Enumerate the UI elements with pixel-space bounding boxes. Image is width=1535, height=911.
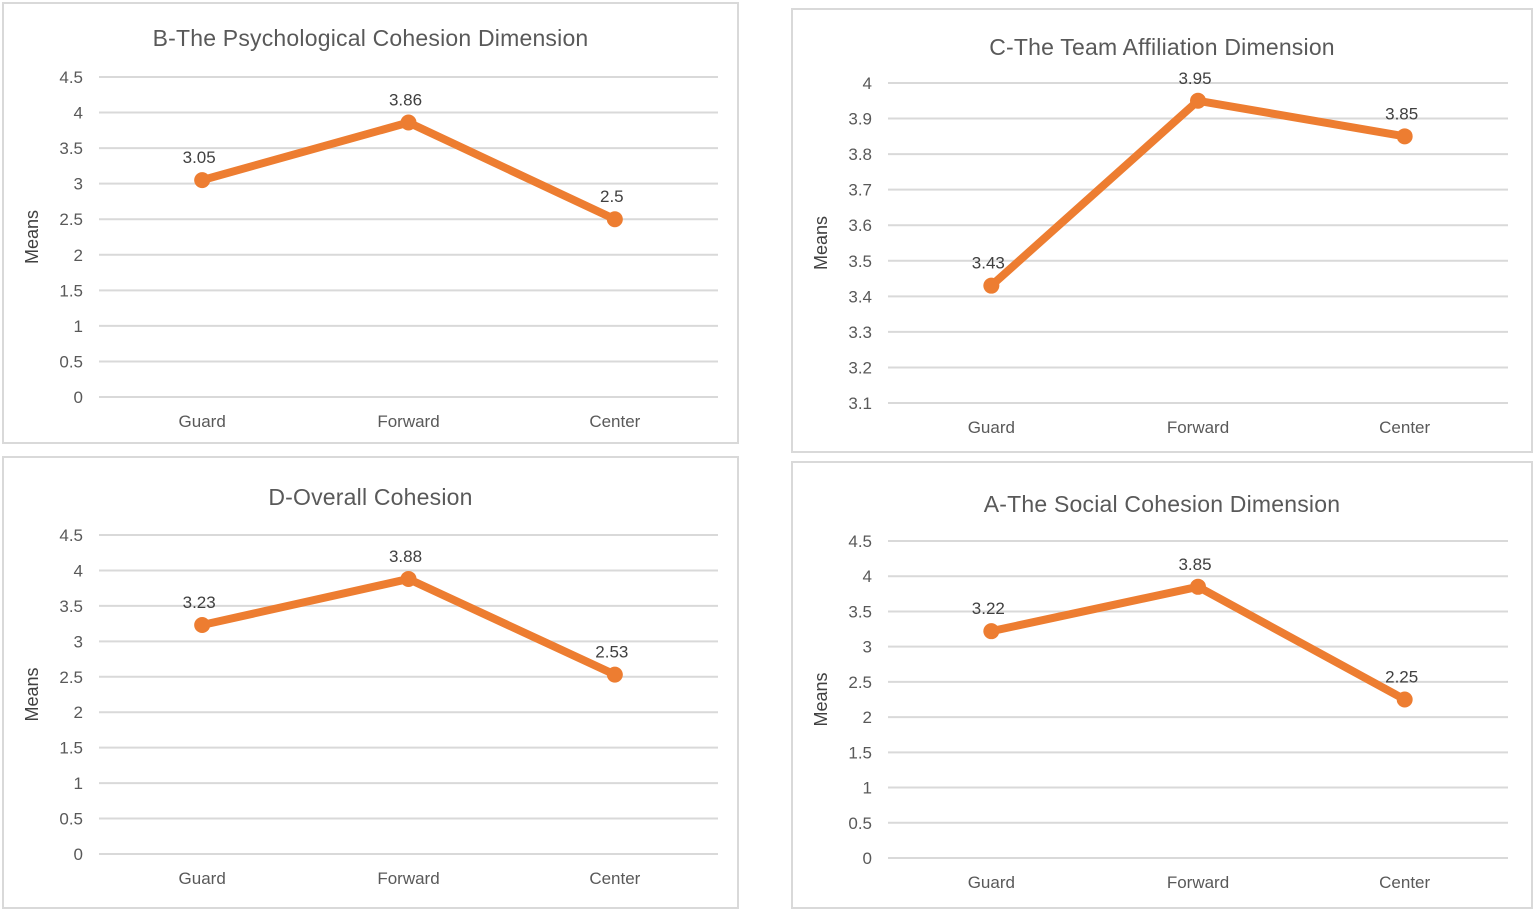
svg-text:Center: Center (589, 869, 640, 888)
svg-text:1.5: 1.5 (59, 281, 83, 300)
svg-text:3.85: 3.85 (1178, 555, 1211, 574)
svg-text:3.2: 3.2 (848, 358, 872, 377)
chart-panel-team-affiliation: C-The Team Affiliation Dimension 3.1 3.2 3… (791, 8, 1533, 453)
svg-text:Center: Center (589, 412, 640, 431)
svg-text:3.6: 3.6 (848, 216, 872, 235)
svg-text:1.5: 1.5 (848, 743, 872, 762)
svg-text:3.9: 3.9 (848, 110, 872, 129)
chart-title-overall-cohesion: D-Overall Cohesion (268, 484, 473, 510)
line-chart-psychological-cohesion: 0 0.5 1 1.5 2 2.5 3 3.5 4 4.5 Means Guard Forward Cen… (22, 68, 718, 431)
svg-text:1.5: 1.5 (59, 739, 83, 758)
svg-text:4: 4 (74, 561, 83, 580)
svg-text:3.3: 3.3 (848, 323, 872, 342)
svg-text:Means: Means (811, 216, 831, 270)
svg-text:4: 4 (74, 104, 83, 123)
chart-title-team-affiliation: C-The Team Affiliation Dimension (989, 34, 1335, 60)
svg-text:1: 1 (863, 779, 872, 798)
svg-text:Guard: Guard (179, 412, 226, 431)
svg-text:4.5: 4.5 (848, 532, 872, 551)
svg-text:3.22: 3.22 (972, 599, 1005, 618)
svg-text:Means: Means (22, 210, 42, 264)
chart-panel-social-cohesion: A-The Social Cohesion Dimension 0 0.5 1 1.5… (791, 461, 1533, 909)
chart-title-psychological-cohesion: B-The Psychological Cohesion Dimension (152, 25, 589, 51)
svg-text:Guard: Guard (968, 873, 1015, 892)
svg-text:0: 0 (74, 388, 83, 407)
svg-text:3.05: 3.05 (183, 148, 216, 167)
svg-text:0.5: 0.5 (59, 352, 83, 371)
chart-title-social-cohesion: A-The Social Cohesion Dimension (983, 491, 1341, 517)
svg-text:3.85: 3.85 (1385, 104, 1418, 123)
svg-text:1: 1 (74, 317, 83, 336)
svg-text:Center: Center (1379, 873, 1430, 892)
svg-text:4: 4 (863, 567, 872, 586)
svg-text:3.8: 3.8 (848, 145, 872, 164)
svg-text:2: 2 (863, 708, 872, 727)
svg-text:Means: Means (22, 667, 42, 721)
svg-text:3.7: 3.7 (848, 181, 872, 200)
svg-text:0.5: 0.5 (848, 814, 872, 833)
svg-text:3.23: 3.23 (183, 593, 216, 612)
svg-text:3.86: 3.86 (389, 91, 422, 110)
svg-text:4.5: 4.5 (59, 68, 83, 87)
svg-text:3.4: 3.4 (848, 287, 872, 306)
svg-text:2.5: 2.5 (59, 668, 83, 687)
svg-text:Guard: Guard (968, 418, 1015, 437)
svg-text:3: 3 (863, 638, 872, 657)
svg-text:2.5: 2.5 (848, 673, 872, 692)
svg-text:3.95: 3.95 (1178, 69, 1211, 88)
svg-text:Forward: Forward (377, 412, 439, 431)
svg-text:Guard: Guard (179, 869, 226, 888)
svg-text:2.25: 2.25 (1385, 668, 1418, 687)
svg-text:0: 0 (74, 845, 83, 864)
svg-text:3.5: 3.5 (848, 252, 872, 271)
svg-text:3.5: 3.5 (848, 602, 872, 621)
svg-text:Forward: Forward (377, 869, 439, 888)
svg-text:2.5: 2.5 (600, 187, 624, 206)
line-chart-team-affiliation: 3.1 3.2 3.3 3.4 3.5 3.6 3.7 3.8 3.9 4 Means Guard Fo… (811, 69, 1508, 437)
svg-text:Forward: Forward (1167, 873, 1229, 892)
svg-text:3.43: 3.43 (972, 254, 1005, 273)
svg-text:Center: Center (1379, 418, 1430, 437)
svg-text:2: 2 (74, 246, 83, 265)
svg-text:3.88: 3.88 (389, 547, 422, 566)
chart-panel-overall-cohesion: D-Overall Cohesion 0 0.5 1 1.5 2 2.5 3 3.5 4 4.5 M… (2, 456, 739, 909)
svg-text:3: 3 (74, 632, 83, 651)
svg-text:Means: Means (811, 672, 831, 726)
svg-text:2.53: 2.53 (595, 643, 628, 662)
svg-text:4: 4 (863, 74, 872, 93)
line-chart-social-cohesion: 0 0.5 1 1.5 2 2.5 3 3.5 4 4.5 Means Guard Forward Cen… (811, 532, 1508, 892)
svg-text:3.1: 3.1 (848, 394, 872, 413)
svg-text:0.5: 0.5 (59, 810, 83, 829)
svg-text:3.5: 3.5 (59, 139, 83, 158)
svg-text:2.5: 2.5 (59, 210, 83, 229)
svg-text:3.5: 3.5 (59, 597, 83, 616)
svg-text:4.5: 4.5 (59, 526, 83, 545)
chart-panel-psychological-cohesion: B-The Psychological Cohesion Dimension 0… (2, 2, 739, 444)
svg-text:3: 3 (74, 175, 83, 194)
svg-text:Forward: Forward (1167, 418, 1229, 437)
svg-text:2: 2 (74, 703, 83, 722)
svg-text:1: 1 (74, 774, 83, 793)
svg-text:0: 0 (863, 849, 872, 868)
